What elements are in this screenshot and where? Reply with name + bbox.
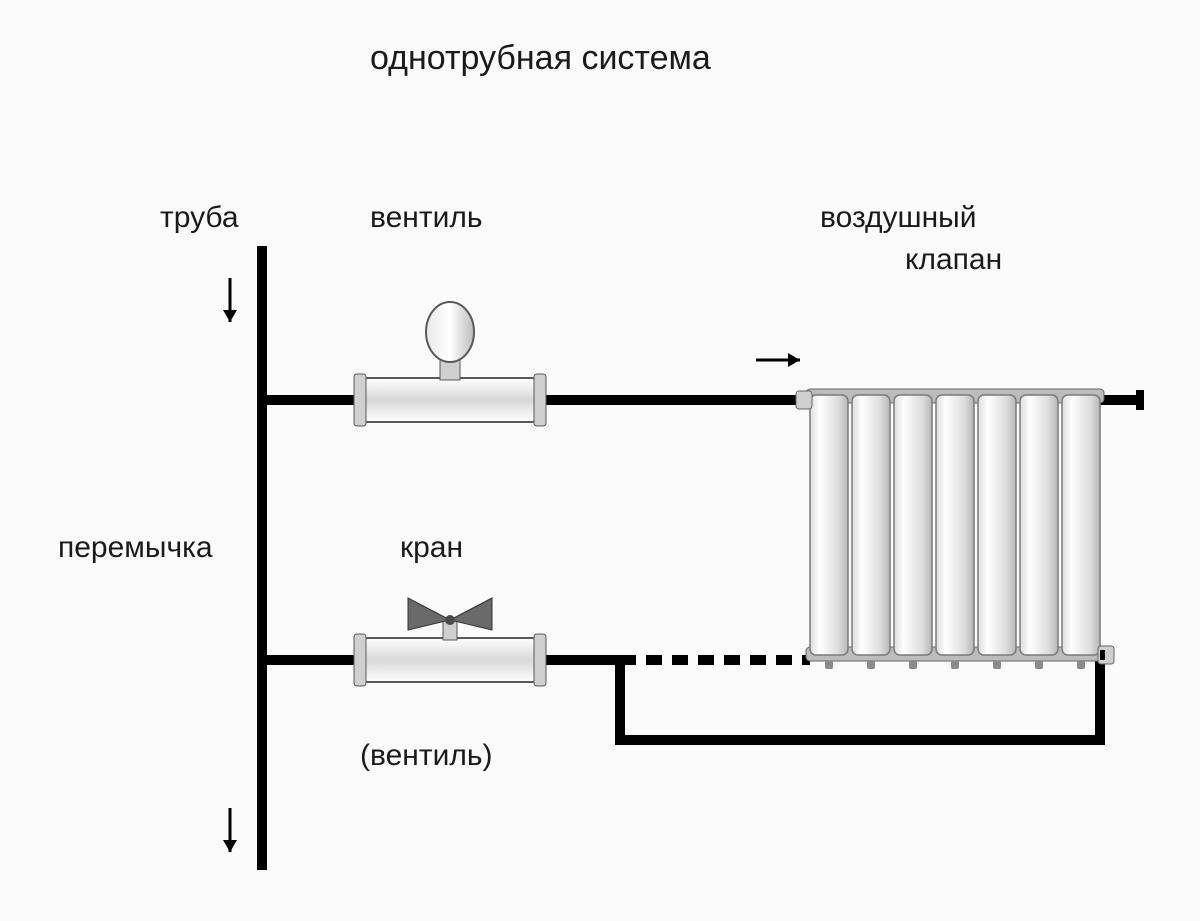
diagram-stage: однотрубная система труба вентиль воздуш…: [0, 0, 1200, 921]
heating-schematic: [0, 0, 1200, 921]
